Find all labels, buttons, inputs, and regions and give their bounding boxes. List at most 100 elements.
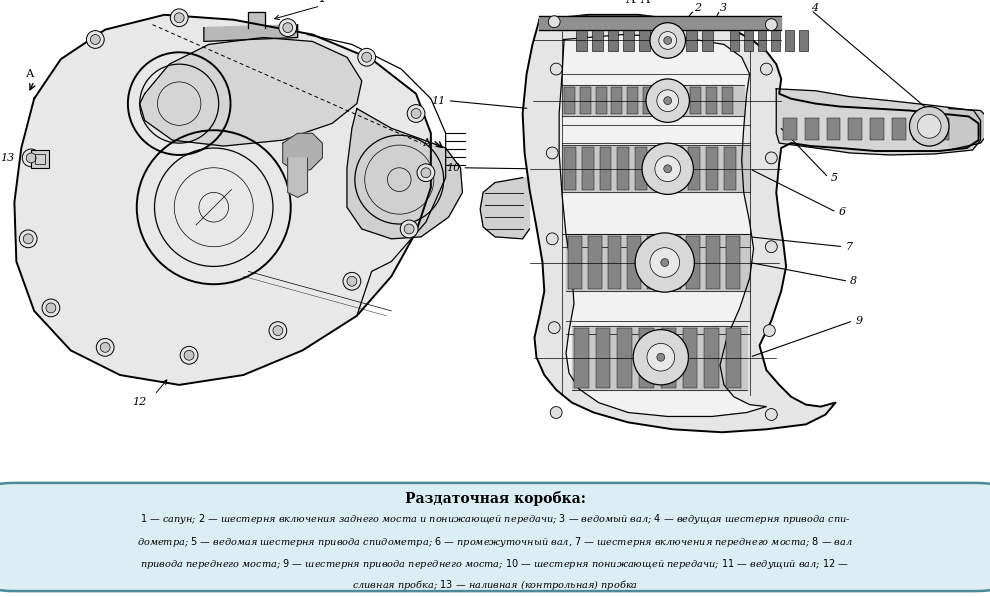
Bar	[730, 30, 739, 51]
Polygon shape	[559, 35, 766, 417]
Circle shape	[361, 53, 371, 62]
Bar	[640, 30, 650, 51]
Circle shape	[656, 90, 678, 112]
Circle shape	[20, 230, 37, 248]
Circle shape	[170, 9, 188, 27]
Text: А: А	[26, 69, 34, 79]
Circle shape	[650, 23, 685, 59]
Bar	[647, 236, 660, 289]
Text: 3: 3	[720, 3, 727, 13]
Bar	[564, 87, 575, 115]
Circle shape	[100, 343, 110, 352]
Bar	[799, 30, 808, 51]
Circle shape	[346, 276, 356, 286]
Circle shape	[407, 104, 425, 122]
Circle shape	[643, 143, 693, 195]
Bar	[574, 328, 589, 388]
Text: 5: 5	[831, 173, 838, 183]
Text: 1: 1	[319, 0, 326, 5]
Bar	[743, 30, 752, 51]
Circle shape	[548, 16, 560, 27]
Bar	[652, 147, 664, 190]
Text: привода переднего моста; $9$ — шестерня привода переднего моста; $10$ — шестерня: привода переднего моста; $9$ — шестерня …	[141, 557, 849, 571]
Bar	[704, 328, 719, 388]
Bar	[785, 30, 794, 51]
Circle shape	[273, 326, 283, 336]
Bar	[670, 30, 681, 51]
Circle shape	[656, 353, 664, 361]
Polygon shape	[248, 12, 265, 27]
Circle shape	[86, 30, 104, 48]
Bar	[666, 236, 680, 289]
Circle shape	[663, 165, 671, 173]
Bar	[686, 30, 697, 51]
Bar	[870, 118, 884, 140]
Bar	[914, 118, 928, 140]
Bar	[892, 118, 906, 140]
Text: 8: 8	[850, 276, 857, 286]
Bar	[636, 147, 647, 190]
Circle shape	[910, 107, 949, 146]
Circle shape	[404, 224, 414, 234]
Text: 11: 11	[432, 96, 446, 106]
Text: 13: 13	[0, 153, 15, 163]
Bar	[660, 328, 675, 388]
Circle shape	[550, 63, 562, 75]
Circle shape	[663, 36, 671, 44]
Circle shape	[663, 97, 671, 104]
Circle shape	[184, 350, 194, 360]
Polygon shape	[562, 85, 743, 116]
Bar	[682, 328, 697, 388]
Bar	[608, 236, 622, 289]
Circle shape	[550, 407, 562, 418]
Bar	[582, 147, 594, 190]
Bar	[608, 30, 619, 51]
Text: 9: 9	[855, 316, 862, 326]
FancyBboxPatch shape	[0, 483, 990, 591]
Circle shape	[650, 248, 679, 278]
Circle shape	[26, 153, 36, 163]
Circle shape	[765, 152, 777, 164]
Bar	[936, 118, 949, 140]
Bar	[628, 87, 639, 115]
Circle shape	[918, 115, 941, 138]
Bar	[596, 328, 611, 388]
Circle shape	[180, 346, 198, 364]
Polygon shape	[572, 326, 746, 390]
Bar	[674, 87, 685, 115]
Circle shape	[763, 325, 775, 337]
Bar	[580, 87, 591, 115]
Bar	[805, 118, 819, 140]
Circle shape	[96, 338, 114, 356]
Bar	[722, 87, 733, 115]
Polygon shape	[540, 16, 781, 30]
Circle shape	[24, 234, 33, 244]
Text: 4: 4	[811, 3, 818, 13]
Bar	[576, 30, 587, 51]
Circle shape	[647, 343, 674, 371]
Bar	[592, 30, 603, 51]
Polygon shape	[566, 234, 749, 291]
Bar	[688, 147, 700, 190]
Bar	[783, 118, 797, 140]
Polygon shape	[140, 38, 361, 146]
Circle shape	[548, 322, 560, 334]
Bar	[726, 236, 740, 289]
Circle shape	[279, 19, 297, 36]
Circle shape	[90, 35, 100, 44]
Bar	[644, 87, 653, 115]
Circle shape	[46, 303, 55, 313]
Circle shape	[269, 322, 287, 340]
Bar	[31, 150, 49, 168]
Polygon shape	[949, 109, 988, 150]
Polygon shape	[283, 133, 323, 172]
Bar	[670, 147, 682, 190]
Bar	[690, 87, 701, 115]
Bar	[618, 147, 630, 190]
Bar	[564, 147, 576, 190]
Bar	[640, 328, 653, 388]
Text: $1$ — сапун; $2$ — шестерня включения заднего моста и понижающей передачи; $3$ —: $1$ — сапун; $2$ — шестерня включения за…	[140, 512, 850, 525]
Circle shape	[634, 330, 688, 385]
Bar	[658, 87, 669, 115]
Bar	[568, 236, 582, 289]
